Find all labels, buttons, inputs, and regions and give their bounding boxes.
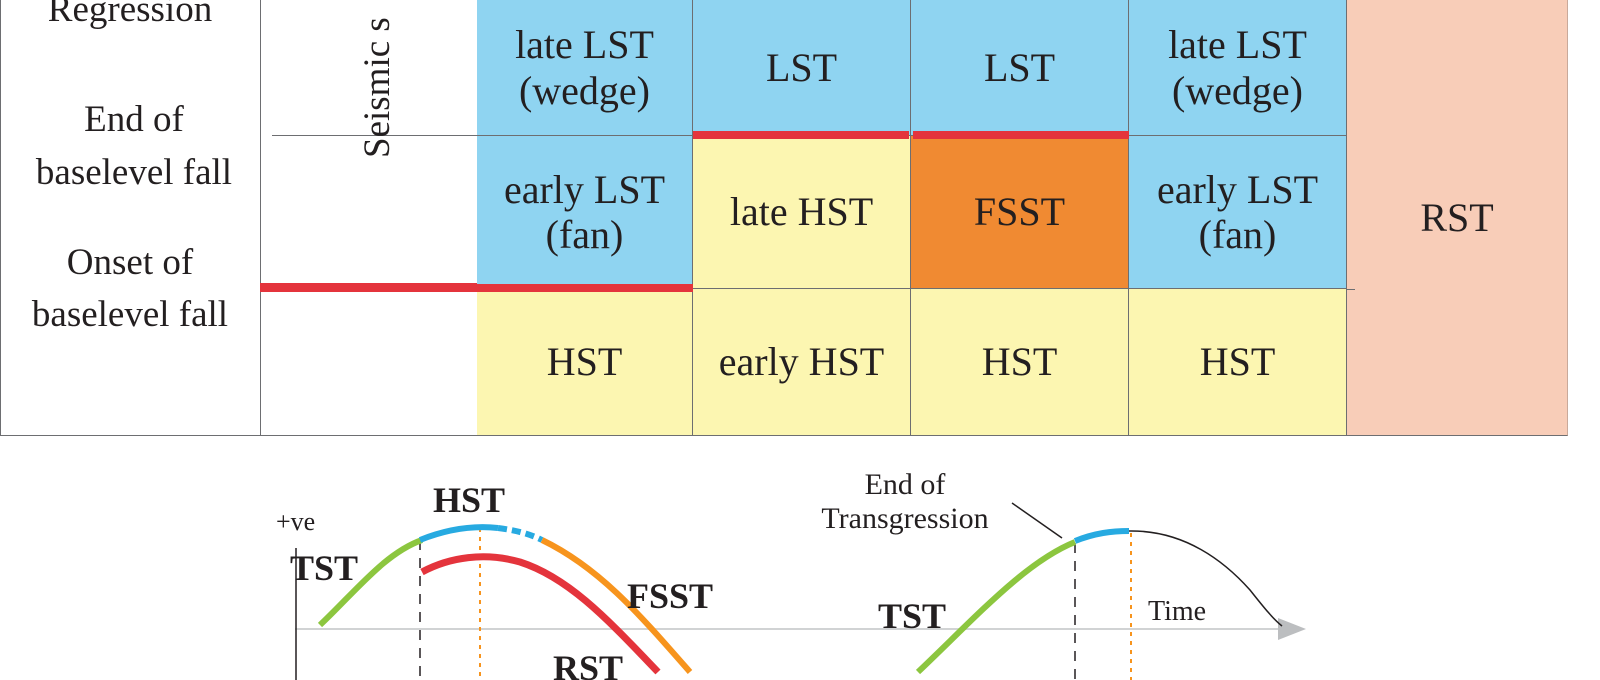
baselevel-curve-diagram: +ve TST HST FSST RST TST Time End of Tra…	[276, 468, 1306, 680]
cell-text: (fan)	[1198, 212, 1277, 257]
cell-text: LST	[765, 44, 838, 90]
cell-late-hst: late HST	[693, 136, 911, 289]
row-label-end-fall-line2: baselevel fall	[35, 152, 233, 193]
cell-hst-4: HST	[1129, 289, 1347, 436]
row-label-end-fall-line1: End of	[84, 99, 184, 140]
cell-text: HST	[981, 339, 1058, 385]
tst-curve-left	[317, 537, 424, 628]
hst-curve-right	[1073, 528, 1130, 544]
row-label-regression: Regression	[47, 0, 213, 30]
cell-text: LST	[983, 44, 1056, 90]
cell-text: (wedge)	[518, 67, 651, 113]
cell-late-lst-wedge-4: late LST (wedge)	[1129, 0, 1347, 136]
time-axis-arrow-icon	[1278, 618, 1306, 640]
label-column-divider	[260, 0, 261, 436]
cell-fsst: FSST	[911, 136, 1129, 289]
tst-label-right: TST	[878, 596, 946, 636]
row-label-onset-fall-line1: Onset of	[66, 242, 194, 283]
hst-curve-dashed	[497, 525, 544, 543]
fsst-curve	[540, 537, 693, 674]
cell-text: (fan)	[545, 212, 624, 257]
cell-text: (wedge)	[1171, 67, 1304, 113]
cell-late-lst-wedge-1: late LST (wedge)	[477, 0, 693, 136]
cell-text: early HST	[718, 339, 885, 385]
cell-text: HST	[546, 339, 623, 385]
seismic-column-header: Seismic s	[357, 17, 398, 158]
table-left-border	[0, 0, 1, 436]
cell-lst-2: LST	[693, 0, 911, 136]
boundary-line-onset-col1	[477, 284, 693, 292]
cell-text: late LST	[515, 22, 654, 68]
annotation-text-line2: Transgression	[821, 502, 988, 535]
boundary-line-end-col3	[913, 131, 1129, 139]
annotation-pointer	[1011, 502, 1063, 539]
hst-curve	[418, 524, 499, 543]
systems-tract-table: Regression End of baselevel fall Onset o…	[0, 0, 1568, 436]
cell-early-hst: early HST	[693, 289, 911, 436]
rst-row-divider	[1347, 289, 1355, 290]
time-axis-label: Time	[1148, 596, 1206, 627]
hst-label: HST	[433, 480, 505, 520]
tst-label-left: TST	[290, 548, 358, 588]
cell-text: early LST	[503, 166, 666, 212]
row-label-onset-fall-line2: baselevel fall	[31, 294, 229, 335]
cell-text: late HST	[729, 189, 874, 235]
falling-curve	[1128, 530, 1283, 627]
boundary-line-onset	[260, 283, 477, 292]
rst-label: RST	[553, 648, 623, 680]
cell-hst-3: HST	[911, 289, 1129, 436]
cell-text: RST	[1420, 194, 1494, 240]
tst-curve-right	[915, 539, 1077, 675]
cell-text: early LST	[1156, 166, 1319, 212]
cell-lst-3: LST	[911, 0, 1129, 136]
cell-early-lst-fan-4: early LST (fan)	[1129, 136, 1347, 289]
cell-text: late LST	[1168, 22, 1307, 68]
seismic-row-divider	[272, 135, 477, 136]
cell-early-lst-fan-1: early LST (fan)	[477, 136, 693, 289]
fsst-label: FSST	[627, 576, 713, 616]
cell-text: HST	[1199, 339, 1276, 385]
cell-hst-1: HST	[477, 289, 693, 436]
rst-curve	[420, 553, 661, 675]
axis-positive-label: +ve	[276, 507, 315, 536]
cell-rst: RST	[1347, 0, 1568, 436]
annotation-text-line1: End of	[865, 468, 946, 501]
boundary-line-end-col2	[693, 131, 909, 139]
cell-text: FSST	[973, 189, 1066, 235]
